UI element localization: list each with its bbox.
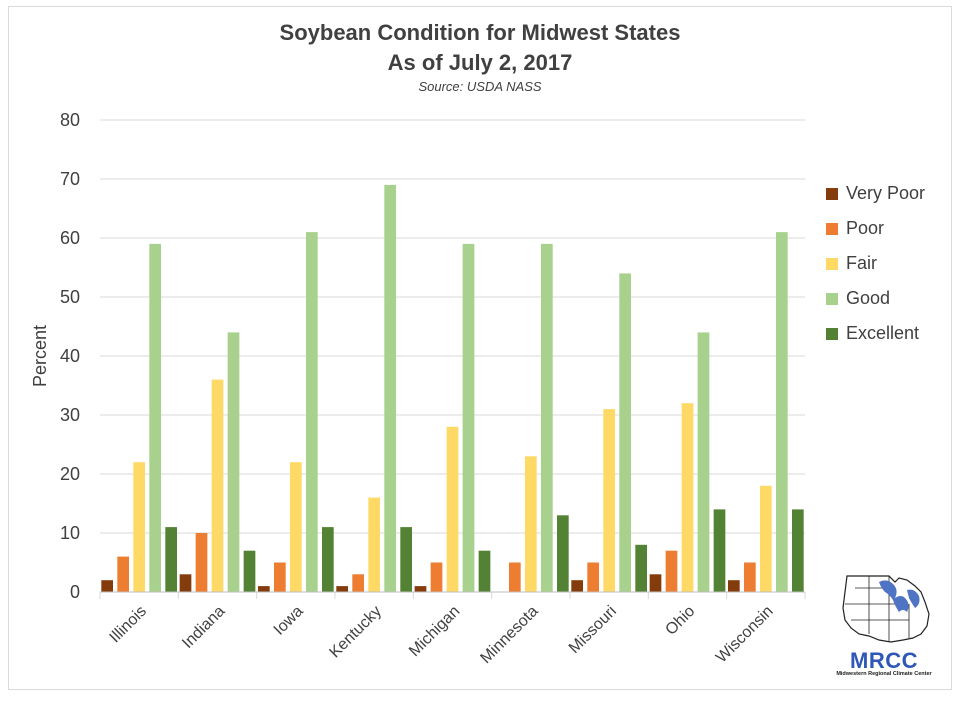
x-tick-label: Indiana — [179, 603, 228, 652]
bar-poor — [665, 550, 678, 592]
y-tick-label: 0 — [70, 582, 80, 602]
y-tick-label: 60 — [60, 228, 80, 248]
logo-subtext: Midwestern Regional Climate Center — [836, 671, 932, 677]
mrcc-logo: MRCC Midwestern Regional Climate Center — [829, 568, 939, 680]
midwest-map-icon — [842, 575, 930, 643]
bar-fair — [368, 497, 381, 592]
x-tick-label: Michigan — [406, 603, 463, 660]
x-tick-label: Wisconsin — [713, 603, 777, 667]
x-tick-label: Missouri — [566, 603, 620, 657]
legend-label: Poor — [846, 218, 885, 238]
bar-excellent — [321, 527, 334, 592]
bar-good — [462, 243, 475, 592]
legend-label: Excellent — [846, 323, 920, 343]
legend-item: Good — [826, 281, 925, 316]
logo-text: MRCC — [850, 648, 918, 673]
legend-swatch — [826, 257, 838, 270]
legend: Very Poor Poor Fair Good Excellent — [826, 176, 925, 351]
bar-fair — [211, 379, 224, 592]
y-axis-label: Percent — [30, 325, 50, 387]
legend-label: Fair — [846, 253, 877, 273]
chart-source: Source: USDA NASS — [418, 79, 542, 94]
legend-item: Poor — [826, 211, 925, 246]
y-tick-label: 80 — [60, 110, 80, 130]
bar-excellent — [478, 550, 491, 592]
bar-excellent — [713, 509, 726, 592]
y-tick-label: 70 — [60, 169, 80, 189]
bar-very-poor — [727, 580, 740, 592]
bar-good — [384, 184, 397, 592]
bar-excellent — [556, 515, 569, 592]
y-tick-label: 20 — [60, 464, 80, 484]
legend-item: Excellent — [826, 316, 925, 351]
bar-good — [619, 273, 632, 592]
y-tick-label: 40 — [60, 346, 80, 366]
bar-fair — [524, 456, 537, 592]
x-tick-label: Kentucky — [326, 603, 385, 662]
bar-very-poor — [101, 580, 114, 592]
y-tick-label: 30 — [60, 405, 80, 425]
bar-fair — [759, 485, 772, 592]
bar-good — [697, 332, 710, 592]
bar-excellent — [635, 544, 648, 592]
bar-poor — [117, 556, 130, 592]
bar-poor — [352, 574, 365, 592]
bar-fair — [603, 409, 616, 592]
legend-swatch — [826, 292, 838, 305]
x-tick-label: Ohio — [662, 603, 698, 639]
legend-label: Good — [846, 288, 891, 308]
bar-very-poor — [571, 580, 584, 592]
legend-swatch — [826, 187, 838, 200]
bar-fair — [681, 403, 694, 592]
bar-excellent — [791, 509, 804, 592]
bar-fair — [446, 426, 459, 592]
x-tick-label: Minnesota — [477, 603, 541, 667]
bar-excellent — [243, 550, 256, 592]
bar-good — [305, 232, 318, 592]
bar-good — [540, 243, 553, 592]
legend-swatch — [826, 222, 838, 235]
bar-very-poor — [336, 586, 349, 592]
x-tick-label: Iowa — [271, 603, 307, 639]
bar-excellent — [165, 527, 178, 592]
bar-good — [227, 332, 240, 592]
bar-poor — [195, 533, 208, 592]
bar-poor — [430, 562, 443, 592]
legend-label: Very Poor — [846, 183, 926, 203]
chart-date: As of July 2, 2017 — [387, 50, 573, 75]
y-tick-label: 50 — [60, 287, 80, 307]
bar-very-poor — [179, 574, 192, 592]
bar-poor — [508, 562, 521, 592]
legend-swatch — [826, 327, 838, 340]
bar-poor — [587, 562, 600, 592]
bar-good — [775, 232, 788, 592]
legend-item: Very Poor — [826, 176, 925, 211]
chart-title: Soybean Condition for Midwest States — [279, 20, 681, 45]
bar-very-poor — [414, 586, 427, 592]
bar-very-poor — [257, 586, 270, 592]
bar-very-poor — [649, 574, 662, 592]
y-tick-label: 10 — [60, 523, 80, 543]
bar-excellent — [400, 527, 413, 592]
x-tick-label: Illinois — [107, 603, 150, 646]
bar-poor — [743, 562, 756, 592]
bar-fair — [133, 462, 146, 592]
bar-fair — [289, 462, 302, 592]
legend-item: Fair — [826, 246, 925, 281]
bar-good — [149, 243, 162, 592]
bar-poor — [273, 562, 286, 592]
